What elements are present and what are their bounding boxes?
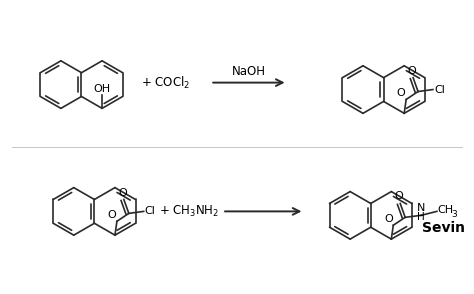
Text: + CH$_3$NH$_2$: + CH$_3$NH$_2$ [159,204,219,219]
Text: H: H [417,212,425,222]
Text: Cl: Cl [434,85,445,95]
Text: OH: OH [93,83,110,93]
Text: O: O [108,210,116,220]
Text: O: O [384,214,393,224]
Text: O: O [118,188,127,198]
Text: O: O [395,191,404,201]
Text: NaOH: NaOH [232,65,266,78]
Text: O: O [408,66,417,76]
Text: Sevin: Sevin [421,221,465,235]
Text: O: O [397,88,406,98]
Text: CH: CH [438,206,454,216]
Text: + COCl$_2$: + COCl$_2$ [141,75,190,91]
Text: N: N [417,203,425,213]
Text: 3: 3 [452,210,457,219]
Text: Cl: Cl [145,206,155,216]
